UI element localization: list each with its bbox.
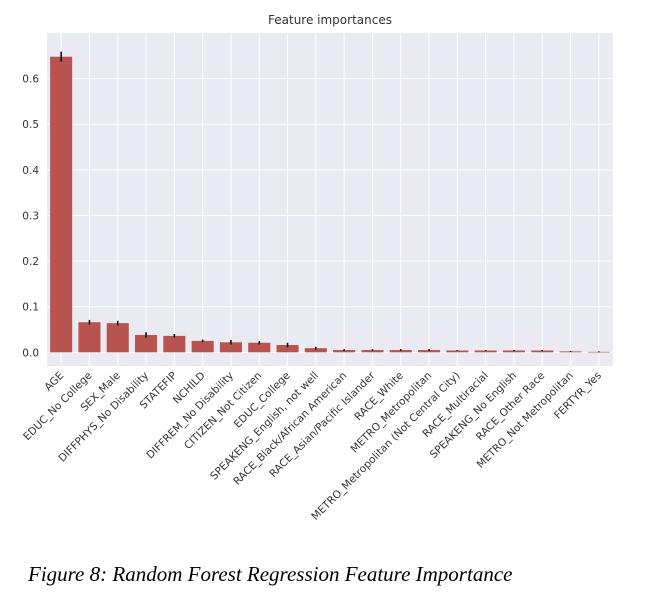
bar (163, 335, 186, 353)
y-tick-label: 0.4 (22, 165, 39, 177)
y-tick-label: 0.2 (22, 256, 39, 268)
chart-title: Feature importances (268, 13, 392, 27)
bar (219, 342, 242, 353)
y-tick-label: 0.3 (22, 210, 39, 222)
bar (531, 350, 554, 353)
y-tick-label: 0.1 (22, 302, 39, 314)
bar (135, 334, 158, 353)
bar (502, 350, 525, 353)
bar (78, 322, 101, 353)
bar (389, 350, 412, 353)
bar (361, 350, 384, 353)
bar (276, 345, 299, 353)
y-axis-ticks: 0.0 0.1 0.2 0.3 0.4 0.5 0.6 (22, 74, 39, 360)
bar (106, 323, 129, 353)
bar (333, 350, 356, 353)
bar (418, 350, 441, 353)
y-tick-label: 0.5 (22, 119, 39, 131)
bars (50, 56, 610, 353)
y-tick-label: 0.0 (22, 347, 39, 359)
bar (191, 340, 214, 353)
y-tick-label: 0.6 (22, 74, 39, 86)
grid-lines (47, 33, 613, 366)
bar (50, 56, 73, 353)
bar (304, 348, 327, 353)
figure-caption: Figure 8: Random Forest Regression Featu… (28, 562, 513, 586)
bar (474, 350, 497, 353)
bar (446, 350, 469, 353)
plot-area (47, 33, 613, 366)
x-tick-label: AGE (42, 370, 66, 394)
bar (248, 342, 271, 353)
error-bars (60, 51, 600, 353)
